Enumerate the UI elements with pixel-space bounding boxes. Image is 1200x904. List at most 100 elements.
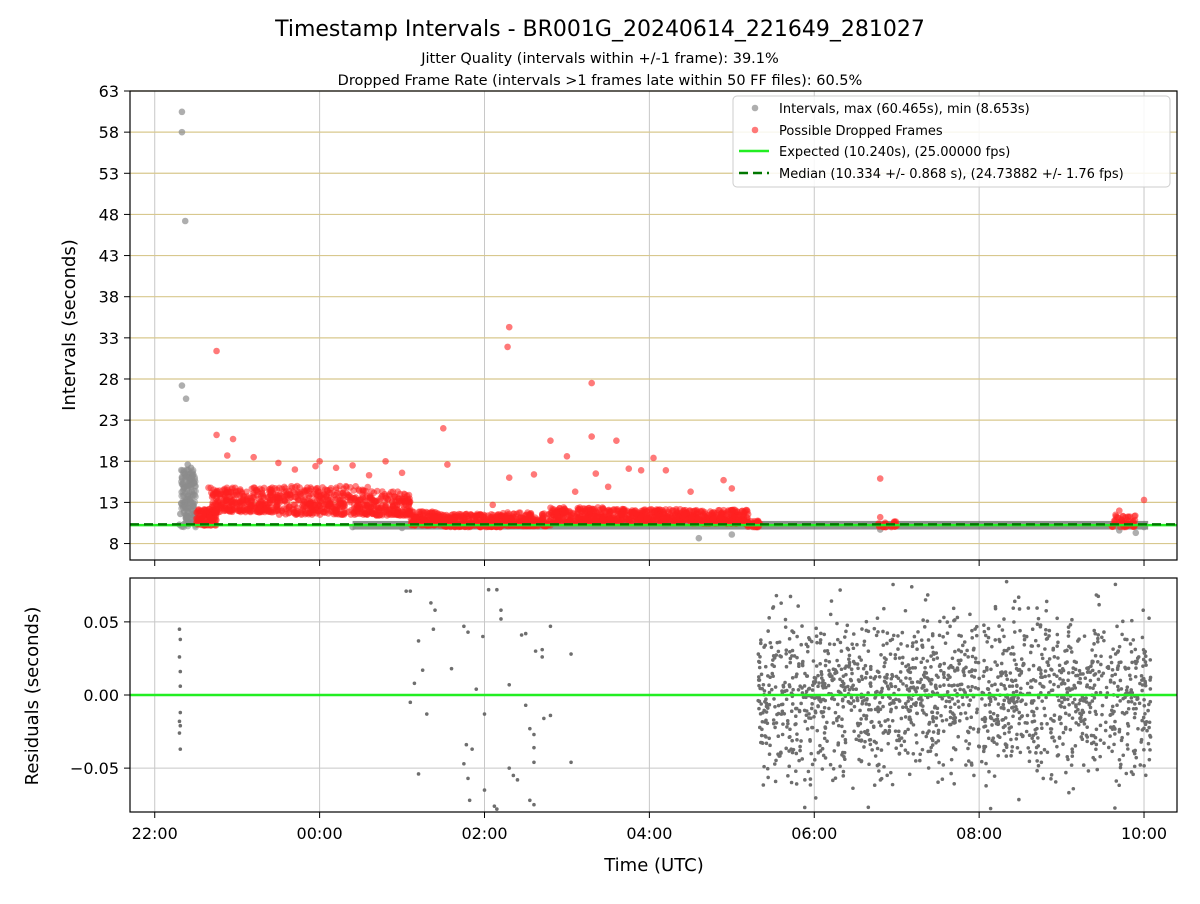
residual-point (799, 642, 804, 647)
residual-point (913, 703, 918, 707)
residual-point (1035, 759, 1039, 763)
residual-point (1134, 661, 1138, 666)
residual-point (926, 749, 930, 754)
residual-point (758, 641, 763, 646)
residual-point (1074, 721, 1078, 725)
residual-point (806, 769, 811, 774)
residual-point (1016, 696, 1020, 700)
residual-point (813, 796, 818, 800)
dropped-frame-point (694, 508, 702, 516)
residual-point (1092, 642, 1096, 646)
residual-point (852, 704, 857, 709)
residual-point (1033, 638, 1038, 643)
residual-point (909, 680, 914, 685)
residual-point (990, 644, 994, 649)
residual-point (1088, 701, 1092, 706)
residual-point (1148, 675, 1153, 680)
residual-point (1071, 700, 1075, 705)
residual-point (818, 743, 822, 748)
residual-point (783, 680, 787, 685)
residual-point (1019, 671, 1023, 675)
residual-point (815, 728, 820, 733)
intervals-ytick-label-3: 23 (99, 411, 119, 430)
residual-point (1102, 638, 1106, 643)
residual-point (1027, 759, 1032, 764)
residual-point (901, 682, 905, 686)
residual-point (1070, 754, 1075, 758)
residual-point (890, 782, 895, 787)
residual-point (893, 652, 898, 657)
residual-point (952, 618, 957, 622)
residual-point (809, 751, 814, 756)
interval-point (178, 108, 186, 116)
residual-point (931, 719, 936, 724)
residual-point (937, 760, 941, 765)
residual-point (904, 684, 909, 688)
residual-point (1108, 680, 1113, 684)
dropped-frame-point (283, 493, 291, 500)
residual-point (759, 638, 763, 642)
residual-point (1137, 701, 1142, 706)
residual-point (897, 656, 902, 660)
residual-point (1108, 734, 1112, 738)
residual-point (1044, 608, 1049, 613)
residual-point (903, 729, 908, 734)
residual-point (1090, 659, 1095, 664)
dropped-frame-point (288, 484, 296, 492)
residual-point (482, 712, 487, 716)
residual-point (1043, 647, 1047, 651)
dropped-frame-point (365, 471, 373, 479)
residual-point (757, 706, 761, 711)
residual-point (825, 648, 830, 653)
residual-point (911, 723, 916, 727)
residual-point (970, 654, 975, 659)
residual-point (1142, 763, 1146, 768)
residual-point (569, 652, 573, 656)
residual-point (1147, 757, 1152, 762)
residual-point (918, 758, 922, 763)
residual-point (1009, 737, 1013, 742)
residual-point (1061, 730, 1066, 735)
residual-point (1047, 673, 1051, 678)
residual-point (764, 741, 769, 746)
residual-point (1070, 750, 1075, 754)
residual-point (1067, 790, 1071, 795)
residual-point (967, 703, 971, 708)
residual-point (922, 625, 927, 629)
residual-point (826, 683, 831, 688)
residual-point (850, 642, 854, 646)
residual-point (1093, 631, 1098, 636)
residual-point (808, 777, 813, 781)
residual-point (764, 735, 768, 739)
residual-point (995, 713, 1000, 718)
residual-point (859, 717, 863, 721)
dropped-frame-point (381, 498, 389, 505)
residual-point (1106, 745, 1111, 750)
residual-point (759, 702, 764, 706)
residual-point (788, 660, 793, 665)
dropped-frame-point (582, 514, 589, 522)
residual-point (999, 661, 1004, 666)
residual-point (800, 686, 804, 690)
residual-point (1052, 672, 1056, 677)
dropped-frame-point (282, 488, 290, 495)
residual-point (859, 674, 864, 679)
residual-point (1017, 716, 1022, 721)
dropped-frame-point (239, 496, 246, 504)
residual-point (907, 772, 912, 777)
residual-point (903, 715, 908, 719)
residual-point (882, 606, 886, 611)
residual-point (1019, 699, 1023, 704)
residual-point (926, 766, 931, 770)
residual-point (780, 702, 785, 707)
residual-point (941, 634, 945, 639)
residual-point (1079, 719, 1083, 724)
residual-point (1074, 703, 1078, 707)
residual-point (976, 687, 981, 691)
residual-point (1094, 747, 1098, 752)
residual-point (507, 766, 512, 770)
residual-point (915, 686, 920, 690)
residual-point (1113, 732, 1117, 736)
residual-point (499, 608, 503, 612)
residual-point (1051, 735, 1055, 740)
